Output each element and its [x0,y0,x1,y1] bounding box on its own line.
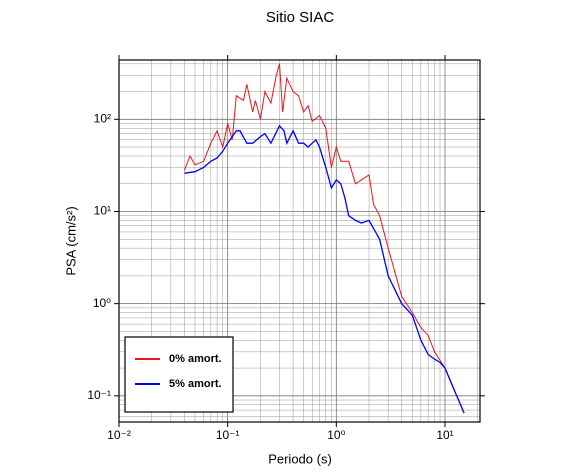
y-tick-label: 10² [94,111,111,125]
x-tick-label: 10⁻¹ [216,428,240,442]
y-tick-label: 10⁻¹ [87,388,111,402]
chart-title: Sitio SIAC [266,9,335,26]
x-tick-label: 10¹ [436,428,453,442]
legend-label: 5% amort. [169,378,222,390]
y-tick-label: 10¹ [94,204,111,218]
series-line [183,63,465,414]
y-tick-label: 10⁰ [93,296,111,310]
legend-box [124,336,234,413]
x-axis-label: Periodo (s) [268,451,332,466]
plot-frame [118,59,481,423]
x-tick-label: 10⁰ [327,428,345,442]
x-tick-label: 10⁻² [107,428,131,442]
y-axis-label: PSA (cm/s²) [63,206,78,275]
legend-label: 0% amort. [169,353,222,365]
series-line [184,124,465,414]
